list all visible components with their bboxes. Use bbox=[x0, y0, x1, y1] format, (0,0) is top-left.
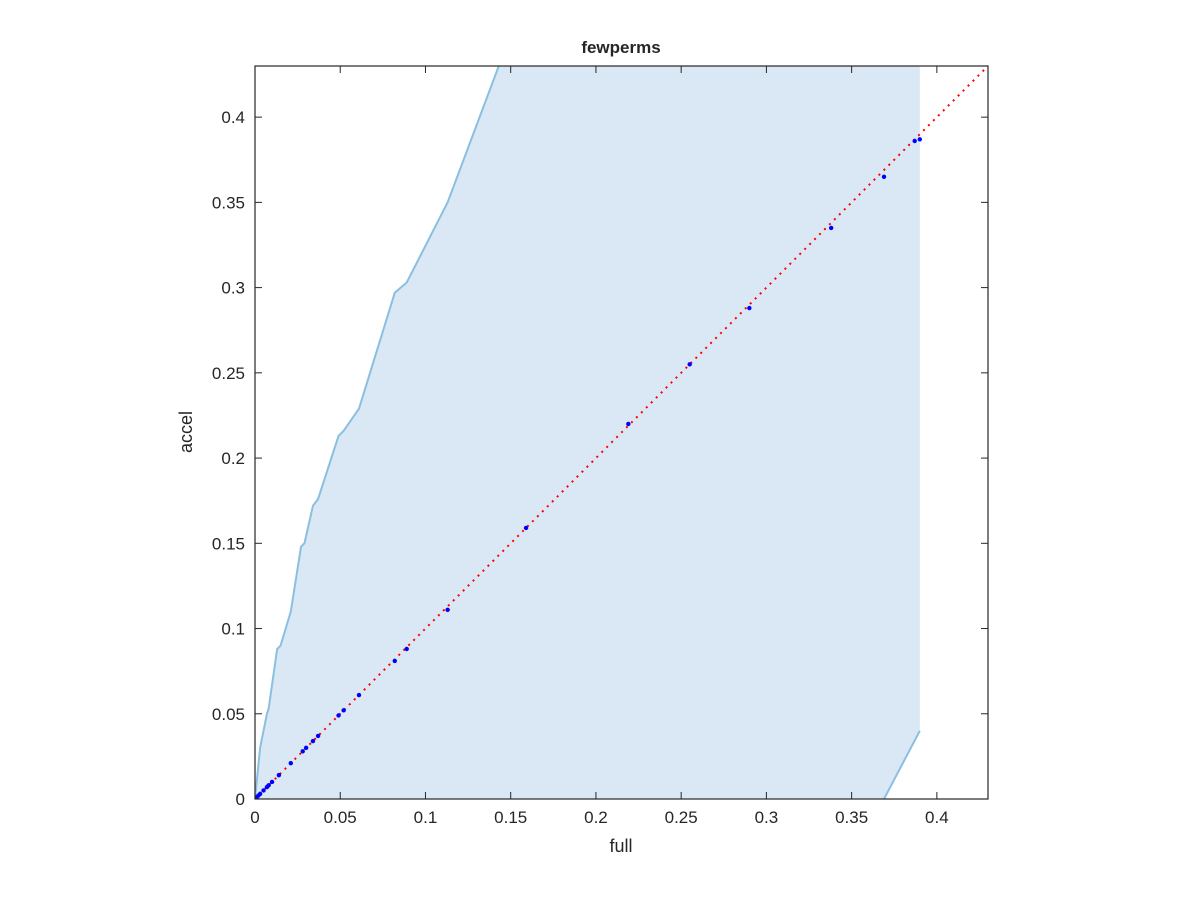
chart-title: fewperms bbox=[581, 38, 660, 57]
x-tick-label: 0.3 bbox=[755, 808, 779, 827]
band-upper-edge bbox=[255, 66, 500, 799]
point bbox=[917, 137, 923, 142]
y-tick-label: 0.05 bbox=[212, 705, 245, 724]
point bbox=[404, 646, 409, 652]
point bbox=[310, 738, 316, 744]
x-tick-label: 0.2 bbox=[584, 808, 608, 827]
point bbox=[912, 138, 917, 144]
point bbox=[687, 362, 692, 367]
point bbox=[747, 305, 752, 311]
x-tick-label: 0.1 bbox=[414, 808, 438, 827]
band-fill bbox=[255, 66, 920, 799]
point bbox=[392, 658, 397, 664]
x-tick-label: 0.05 bbox=[324, 808, 357, 827]
x-tick-label: 0.4 bbox=[925, 808, 949, 827]
point bbox=[315, 733, 321, 739]
point bbox=[341, 708, 346, 713]
point bbox=[356, 692, 362, 698]
x-tick-label: 0.15 bbox=[494, 808, 527, 827]
point bbox=[288, 761, 293, 766]
axes: 0 0.05 0.1 0.15 0.2 0.25 0.3 0.35 0.4 0 0.05 0.1 0.1… bbox=[212, 65, 989, 827]
y-tick-label: 0 bbox=[236, 790, 245, 809]
point bbox=[828, 225, 834, 231]
point bbox=[257, 791, 263, 797]
point bbox=[300, 749, 305, 754]
point bbox=[303, 745, 309, 751]
x-axis-label: full bbox=[609, 836, 632, 856]
point bbox=[266, 783, 271, 788]
y-tick-label: 0.4 bbox=[221, 108, 245, 127]
point bbox=[626, 421, 631, 427]
point bbox=[445, 607, 450, 612]
point bbox=[269, 779, 275, 785]
y-tick-label: 0.25 bbox=[212, 364, 245, 383]
point bbox=[261, 788, 266, 793]
x-tick-label: 0.35 bbox=[835, 808, 868, 827]
plot-area bbox=[255, 66, 988, 799]
x-tick-label: 0.25 bbox=[665, 808, 698, 827]
point bbox=[336, 713, 341, 718]
y-tick-label: 0.3 bbox=[221, 279, 245, 298]
y-tick-label: 0.2 bbox=[221, 449, 245, 468]
axes-box bbox=[254, 65, 989, 800]
point bbox=[276, 772, 282, 778]
reference-line bbox=[255, 66, 988, 799]
y-axis-label: accel bbox=[176, 411, 196, 453]
x-tick-label: 0 bbox=[250, 808, 259, 827]
point bbox=[881, 174, 887, 180]
point bbox=[523, 525, 529, 531]
y-tick-label: 0.15 bbox=[212, 534, 245, 553]
y-tick-label: 0.1 bbox=[221, 620, 245, 639]
band-lower-edge bbox=[883, 730, 921, 799]
y-tick-label: 0.35 bbox=[212, 193, 245, 212]
